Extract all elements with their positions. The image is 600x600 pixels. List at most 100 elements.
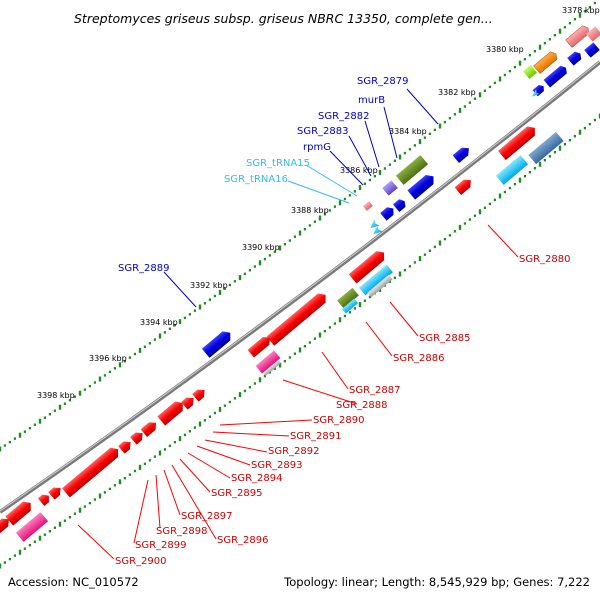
gene-feature[interactable]: [15, 512, 49, 542]
tick-mark: [373, 175, 376, 178]
tick-mark: [543, 42, 546, 45]
gene-feature[interactable]: [337, 287, 359, 309]
gene-label[interactable]: SGR_2895: [211, 488, 263, 499]
tick-mark: [538, 161, 542, 167]
tick-mark: [413, 144, 416, 147]
tick-mark: [563, 26, 566, 29]
gene-label[interactable]: SGR_2888: [336, 400, 388, 411]
gene-label[interactable]: SGR_2882: [318, 111, 370, 122]
gene-label[interactable]: SGR_2899: [135, 540, 187, 551]
tick-mark: [263, 374, 266, 378]
tick-mark: [163, 331, 166, 334]
gene-feature[interactable]: [498, 123, 539, 161]
tick-mark: [233, 397, 236, 400]
gene-feature[interactable]: [247, 334, 274, 358]
rna-label[interactable]: SGR_tRNA15: [246, 158, 310, 169]
tick-mark: [268, 254, 271, 257]
gene-feature[interactable]: [62, 445, 122, 498]
tick-mark: [143, 345, 146, 348]
gene-label[interactable]: SGR_2898: [156, 526, 208, 537]
gene-feature[interactable]: [567, 50, 583, 66]
gene-feature[interactable]: [266, 290, 330, 346]
kbp-label: 3380 kbp: [486, 45, 524, 54]
gene-feature[interactable]: [454, 176, 474, 195]
tick-mark: [68, 516, 71, 519]
gene-label[interactable]: SGR_2887: [349, 385, 401, 396]
gene-label[interactable]: SGR_2892: [268, 446, 320, 457]
gene-label[interactable]: SGR_2897: [181, 511, 233, 522]
gene-feature[interactable]: [192, 386, 208, 402]
gene-label[interactable]: SGR_2889: [118, 263, 170, 274]
gene-label[interactable]: rpmG: [303, 142, 331, 153]
gene-feature[interactable]: [522, 64, 538, 80]
gene-feature[interactable]: [530, 89, 540, 99]
gene-feature[interactable]: [380, 205, 396, 221]
gene-feature[interactable]: [140, 419, 160, 437]
gene-feature[interactable]: [263, 360, 281, 376]
tick-mark: [348, 194, 351, 197]
gene-feature[interactable]: [584, 42, 600, 58]
tick-mark: [423, 253, 426, 256]
gene-feature[interactable]: [37, 492, 52, 507]
tick-mark: [233, 280, 236, 283]
tick-mark: [18, 432, 22, 438]
gene-feature[interactable]: [5, 498, 34, 526]
gene-feature[interactable]: [367, 274, 393, 298]
gene-feature[interactable]: [181, 394, 197, 410]
gene-label[interactable]: SGR_2883: [297, 126, 349, 137]
tick-mark: [253, 265, 256, 268]
gene-feature[interactable]: [543, 64, 570, 88]
tick-mark: [193, 426, 196, 429]
gene-feature[interactable]: [201, 328, 234, 358]
tick-mark: [468, 218, 471, 221]
gene-label[interactable]: SGR_2893: [251, 460, 303, 471]
gene-label[interactable]: SGR_2879: [357, 76, 409, 87]
tick-mark: [88, 501, 91, 505]
tick-mark: [348, 311, 351, 314]
tick-mark: [48, 413, 51, 416]
gene-feature[interactable]: [348, 248, 388, 284]
tick-mark: [438, 240, 442, 246]
gene-feature[interactable]: [0, 515, 12, 534]
gene-feature[interactable]: [255, 350, 281, 374]
gene-feature[interactable]: [528, 131, 564, 165]
gene-feature[interactable]: [130, 429, 146, 445]
gene-feature[interactable]: [392, 197, 408, 213]
gene-label[interactable]: SGR_2890: [313, 415, 365, 426]
gene-feature[interactable]: [118, 438, 134, 454]
gene-feature[interactable]: [565, 24, 592, 48]
gene-feature[interactable]: [341, 298, 359, 314]
tick-mark: [483, 206, 486, 209]
gene-feature[interactable]: [371, 225, 383, 237]
gene-label[interactable]: SGR_2894: [231, 473, 283, 484]
tick-mark: [258, 377, 262, 383]
gene-feature[interactable]: [382, 180, 398, 196]
gene-feature[interactable]: [395, 155, 429, 185]
gene-label[interactable]: SGR_2886: [393, 353, 445, 364]
gene-feature[interactable]: [533, 50, 560, 74]
tick-mark: [553, 34, 556, 37]
gene-feature[interactable]: [48, 484, 64, 500]
gene-feature[interactable]: [452, 144, 472, 163]
rna-label[interactable]: SGR_tRNA16: [224, 174, 288, 185]
tick-mark: [63, 519, 66, 522]
tick-mark: [543, 159, 546, 162]
gene-feature[interactable]: [363, 201, 373, 211]
position-labels: 3378 kbp 3380 kbp 3382 kbp 3384 kbp 3386…: [37, 6, 600, 400]
gene-label[interactable]: SGR_2891: [290, 431, 342, 442]
tick-mark: [263, 257, 266, 261]
gene-feature[interactable]: [407, 172, 437, 200]
gene-feature[interactable]: [495, 155, 529, 185]
gene-label[interactable]: SGR_2880: [519, 254, 571, 265]
gene-label[interactable]: SGR_2885: [419, 333, 471, 344]
gene-label[interactable]: murB: [358, 95, 385, 106]
gene-feature[interactable]: [358, 264, 394, 296]
tick-mark: [253, 382, 256, 385]
gene-feature[interactable]: [586, 26, 600, 42]
tick-mark: [273, 367, 276, 370]
gene-label[interactable]: SGR_2900: [115, 556, 167, 567]
kbp-label: 3394 kbp: [140, 318, 178, 327]
gene-label[interactable]: SGR_2896: [217, 535, 269, 546]
gene-feature[interactable]: [157, 398, 186, 426]
